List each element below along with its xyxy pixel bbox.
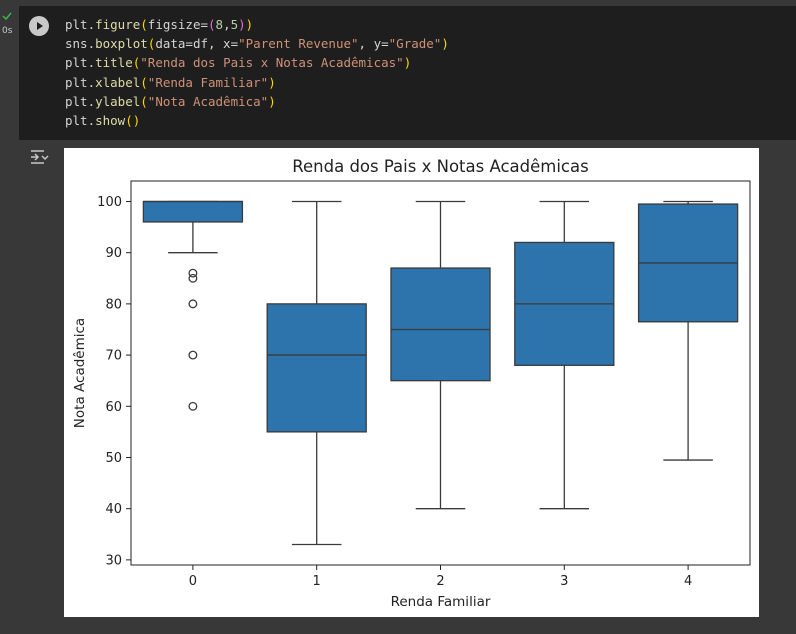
y-tick-label: 90 bbox=[105, 246, 122, 261]
code-cell[interactable]: plt.figure(figsize=(8,5)) sns.boxplot(da… bbox=[19, 6, 796, 140]
play-icon bbox=[37, 22, 43, 30]
boxplot-chart: Renda dos Pais x Notas Acadêmicas Renda F… bbox=[72, 157, 751, 610]
code-line: sns.boxplot(data=df, x="Parent Revenue",… bbox=[65, 36, 449, 52]
outlier-point bbox=[188, 268, 198, 278]
code-editor[interactable]: plt.figure(figsize=(8,5)) sns.boxplot(da… bbox=[65, 15, 449, 130]
x-tick-label: 0 bbox=[189, 574, 197, 589]
x-tick-label: 1 bbox=[313, 574, 321, 589]
y-tick-label: 30 bbox=[105, 553, 122, 568]
outlier-point bbox=[188, 401, 198, 411]
chart-title: Renda dos Pais x Notas Acadêmicas bbox=[292, 157, 588, 176]
axes-frame bbox=[130, 180, 751, 566]
y-tick-label: 60 bbox=[105, 400, 122, 415]
y-tick-label: 100 bbox=[97, 195, 122, 210]
y-axis-label: Nota Acadêmica bbox=[72, 318, 88, 428]
code-line: plt.ylabel("Nota Acadêmica") bbox=[65, 93, 276, 109]
x-tick-label: 4 bbox=[684, 574, 692, 589]
plot-output: Renda dos Pais x Notas Acadêmicas Renda F… bbox=[64, 148, 759, 617]
box bbox=[266, 303, 367, 433]
outlier-point bbox=[188, 273, 198, 283]
cell-gutter: 0s bbox=[0, 0, 20, 634]
run-cell-button[interactable] bbox=[29, 16, 49, 36]
y-tick-label: 40 bbox=[105, 502, 122, 517]
x-axis-label: Renda Familiar bbox=[391, 594, 491, 610]
y-tick-label: 70 bbox=[105, 349, 122, 364]
code-line: plt.xlabel("Renda Familiar") bbox=[65, 74, 276, 90]
code-line: plt.title("Renda dos Pais x Notas Acadêm… bbox=[65, 55, 412, 71]
x-tick-label: 3 bbox=[560, 574, 568, 589]
y-tick-label: 80 bbox=[105, 297, 122, 312]
execution-time: 0s bbox=[2, 26, 13, 36]
output-toggle-icon[interactable] bbox=[29, 148, 49, 166]
box bbox=[390, 267, 491, 382]
code-line: plt.show() bbox=[65, 113, 141, 129]
check-icon bbox=[2, 12, 12, 20]
x-tick-label: 2 bbox=[436, 574, 444, 589]
y-tick-label: 50 bbox=[105, 451, 122, 466]
code-line: plt.figure(figsize=(8,5)) bbox=[65, 17, 254, 32]
outlier-point bbox=[188, 350, 198, 360]
box bbox=[142, 200, 244, 223]
outlier-point bbox=[188, 299, 198, 309]
